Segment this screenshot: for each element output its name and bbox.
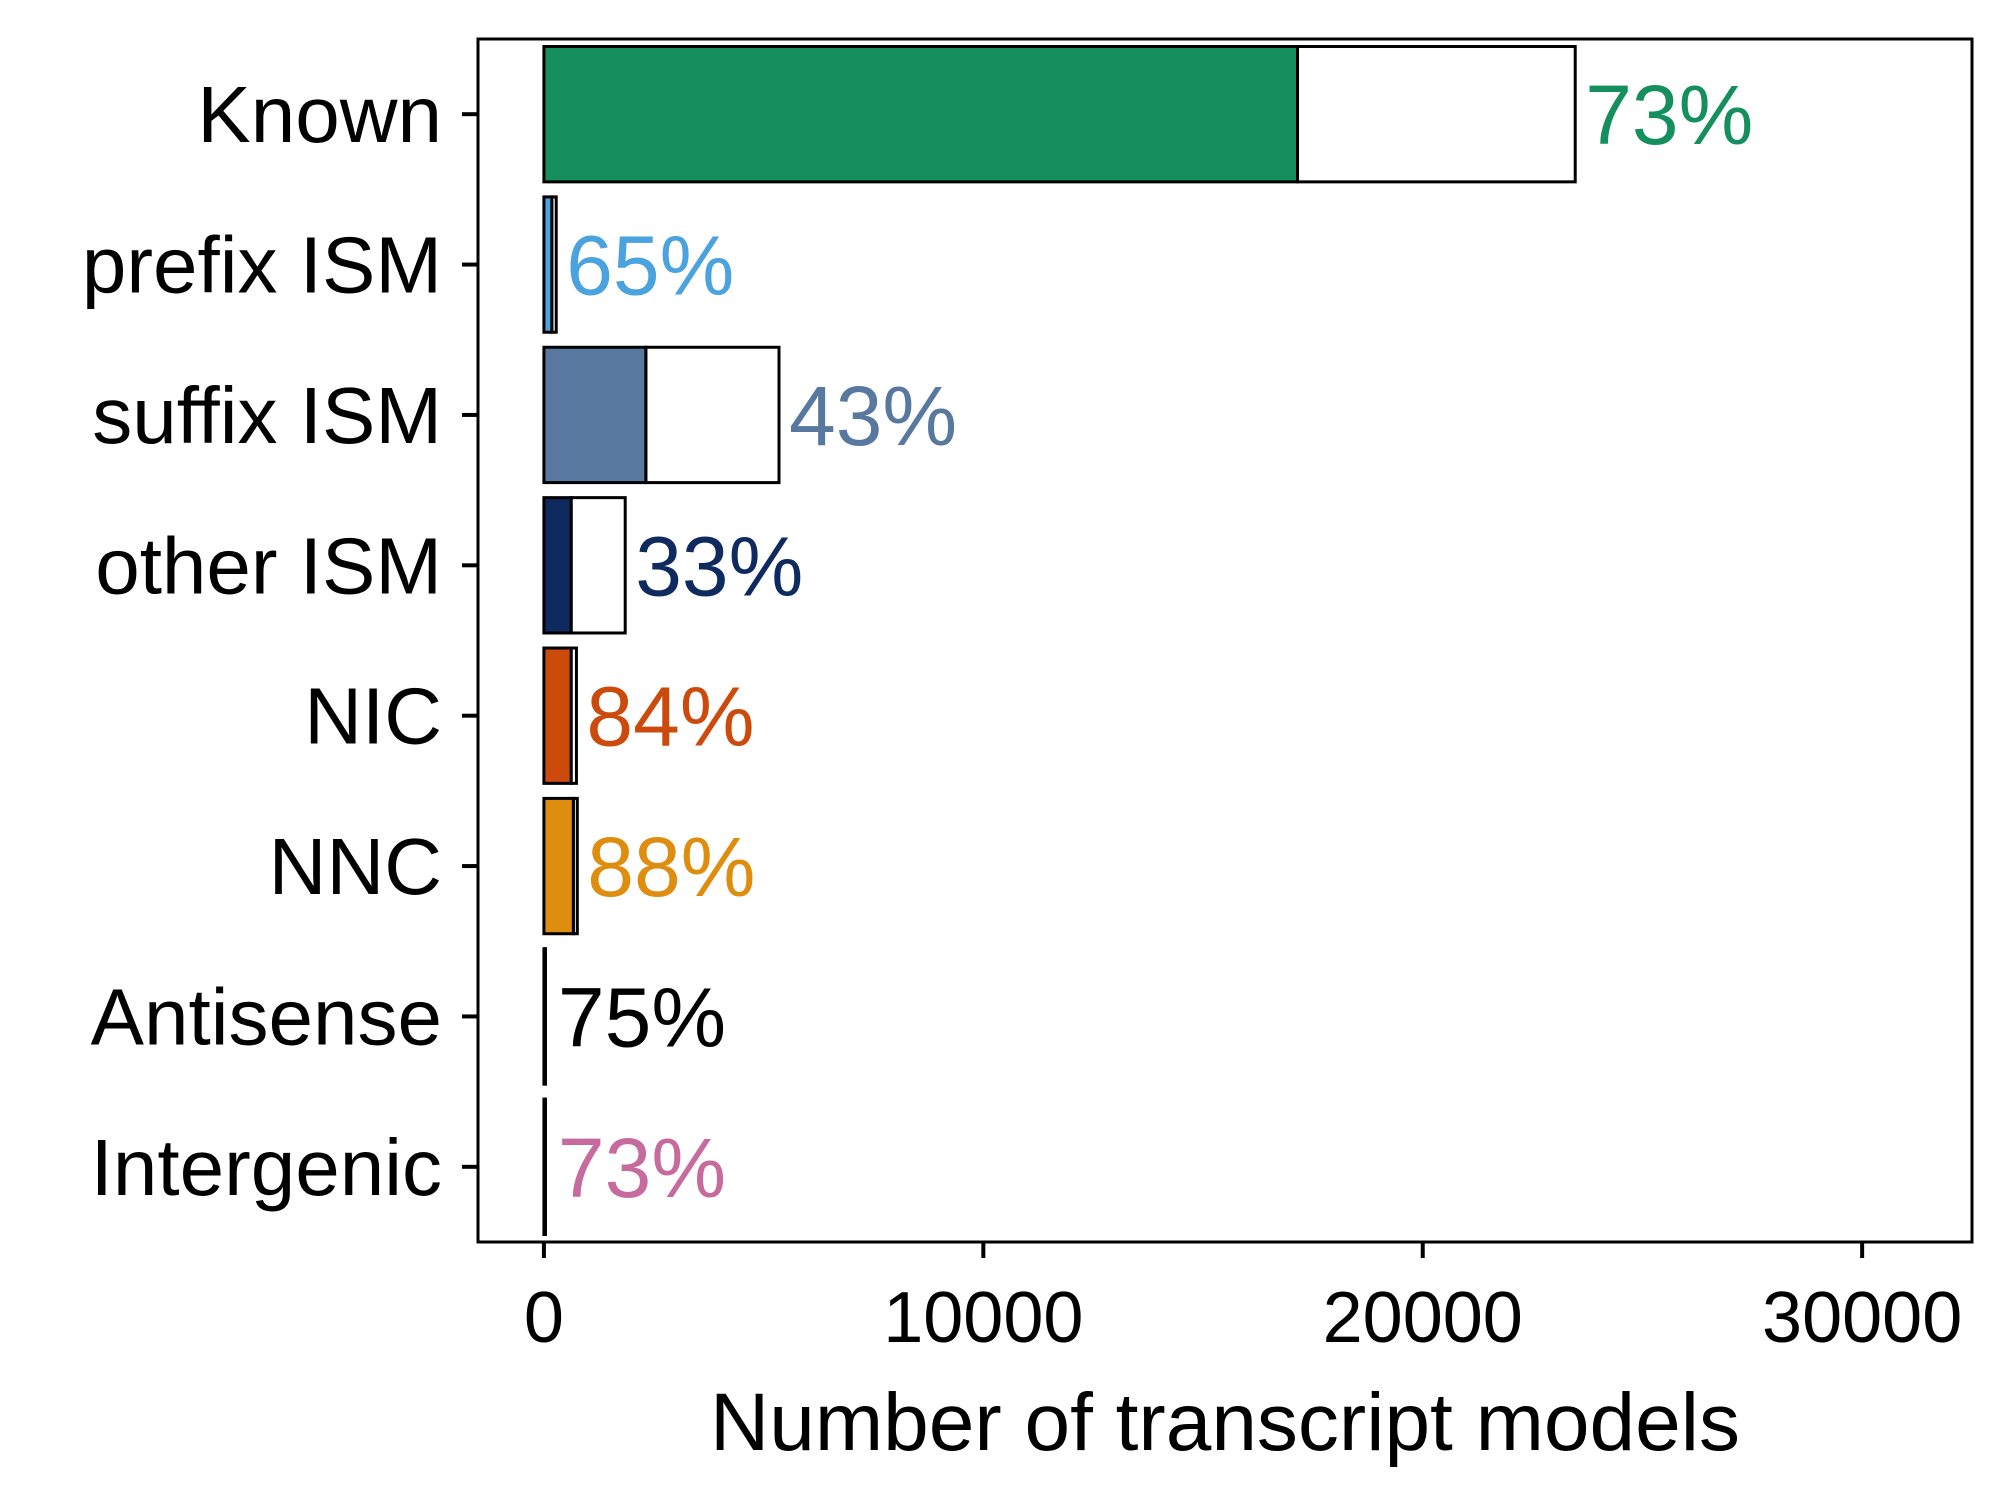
bar-fill-suffix-ism	[542, 345, 648, 485]
bar-fill-nnc	[542, 796, 575, 936]
plot-panel-border	[476, 37, 1974, 1244]
percent-label-suffix-ism: 43%	[789, 369, 957, 463]
percent-label-nnc: 88%	[587, 820, 755, 914]
x-tick-label-30000: 30000	[1762, 1278, 1962, 1358]
bar-fill-intergenic	[542, 1097, 547, 1236]
bar-fill-nic	[542, 646, 573, 785]
percent-label-other-ism: 33%	[635, 519, 803, 613]
bar-remainder-other-ism	[569, 496, 627, 635]
category-label-antisense: Antisense	[91, 972, 442, 1061]
bar-fill-antisense	[542, 947, 547, 1086]
category-label-nnc: NNC	[269, 822, 442, 911]
x-tick-label-20000: 20000	[1323, 1278, 1523, 1358]
bar-fill-other-ism	[542, 496, 573, 635]
bar-fill-prefix-ism	[542, 195, 554, 334]
x-tick-label-0: 0	[524, 1278, 564, 1358]
percent-label-intergenic: 73%	[558, 1121, 726, 1215]
percent-label-nic: 84%	[586, 670, 754, 764]
category-label-suffix-ism: suffix ISM	[92, 371, 442, 460]
x-tick-label-10000: 10000	[883, 1278, 1083, 1358]
bar-remainder-suffix-ism	[644, 345, 781, 485]
percent-label-antisense: 75%	[558, 970, 726, 1064]
category-label-known: Known	[197, 70, 442, 159]
y-axis: Known prefix ISM suffix ISM other ISM NIC NNC…	[82, 70, 478, 1212]
x-axis: 0 10000 20000 30000	[524, 1242, 1962, 1358]
percent-label-prefix-ism: 65%	[566, 219, 734, 313]
bars-layer: 73% 65% 43% 33% 84% 88% 75% 73%	[542, 45, 1753, 1236]
category-label-nic: NIC	[304, 672, 442, 761]
category-label-intergenic: Intergenic	[91, 1123, 442, 1212]
percent-label-known: 73%	[1585, 68, 1753, 162]
bar-remainder-known	[1296, 45, 1577, 184]
category-label-prefix-ism: prefix ISM	[82, 221, 442, 310]
x-axis-title: Number of transcript models	[710, 1377, 1740, 1468]
bar-fill-known	[542, 45, 1300, 184]
category-label-other-ism: other ISM	[95, 521, 442, 610]
